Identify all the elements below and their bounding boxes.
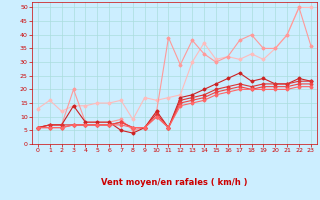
X-axis label: Vent moyen/en rafales ( km/h ): Vent moyen/en rafales ( km/h ) <box>101 178 248 187</box>
